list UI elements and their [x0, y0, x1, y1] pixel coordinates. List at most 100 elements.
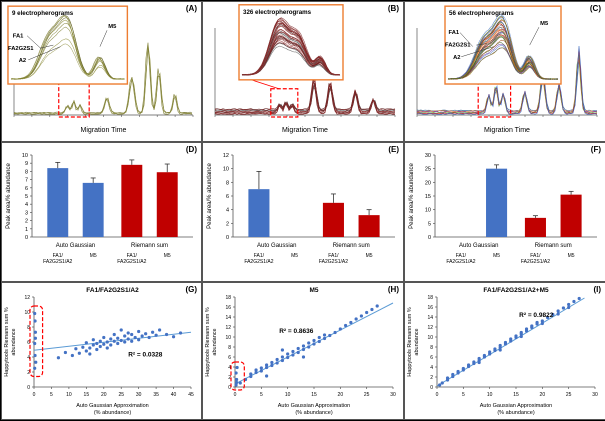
data-point — [280, 358, 284, 363]
y-axis-label: Peak area/% abundance — [409, 162, 415, 228]
inset-title: 9 electropherograms — [12, 10, 74, 17]
data-point — [91, 338, 95, 342]
data-point — [567, 302, 571, 307]
highlight-box — [230, 361, 245, 391]
data-point — [109, 343, 113, 347]
data-point — [296, 350, 300, 355]
data-point — [254, 368, 258, 372]
r2-label: R² = 0.9822 — [519, 312, 554, 319]
panel-label-c: (C) — [589, 4, 601, 13]
data-point — [147, 335, 151, 340]
panel-label-h: (H) — [387, 285, 399, 294]
y-tick-label: 4 — [430, 365, 433, 371]
y-tick-label: 0 — [430, 385, 433, 391]
data-point — [359, 314, 363, 318]
inset-trace — [241, 35, 341, 76]
x-tick-label: 10 — [487, 392, 493, 398]
group-label: Riemann sum — [131, 243, 168, 249]
y-tick-label: 6 — [25, 186, 28, 192]
data-point — [249, 372, 253, 376]
data-point — [275, 357, 279, 362]
data-point — [280, 348, 284, 352]
data-point — [317, 339, 321, 344]
data-point — [482, 353, 486, 358]
data-point — [354, 317, 358, 321]
data-point — [365, 310, 369, 315]
data-point — [577, 296, 581, 301]
x-tick-label: 20 — [101, 392, 107, 398]
inset-trace — [10, 26, 125, 80]
category-label: FA2G2S1/A2 — [43, 259, 72, 265]
highlight-box — [270, 88, 299, 118]
category-label: FA2G2S1/A2 — [446, 259, 475, 265]
highlight-box — [29, 305, 44, 378]
y-tick-label: 4 — [226, 208, 229, 214]
main-trace — [214, 79, 396, 115]
y-tick-label: 5 — [428, 221, 431, 227]
scatter-chart-h: M5 0 5 10 15 20 25 30 0 2 4 6 8 10 12 14 16 18 Auto Gaussi… — [205, 287, 396, 416]
y-tick-label: 12 — [24, 295, 30, 301]
y-axis-label: Peak area/% abundance — [207, 162, 213, 228]
y-tick-label: 0 — [228, 385, 231, 391]
y-tick-label: 2 — [25, 219, 28, 225]
data-point — [171, 335, 176, 339]
data-point — [286, 355, 290, 360]
peak-label-a2: A2 — [453, 55, 460, 61]
data-point — [291, 349, 295, 354]
data-point — [33, 336, 37, 340]
data-point — [95, 347, 99, 352]
chart-title: FA1/FA2G2S1/A2+M5 — [483, 287, 549, 294]
x-axis-label: (% abundance) — [295, 410, 332, 416]
x-tick-label: 0 — [436, 392, 439, 398]
data-point — [105, 340, 109, 344]
data-point — [519, 330, 523, 335]
x-axis-label: Auto Gaussian Approximation — [278, 403, 350, 409]
data-point — [503, 340, 508, 345]
y-tick-label: 25 — [425, 167, 431, 173]
y-tick-label: 18 — [427, 295, 433, 301]
data-point — [144, 332, 148, 336]
bar — [560, 194, 582, 237]
y-tick-label: 5 — [25, 194, 28, 200]
annotation-leader — [99, 30, 108, 47]
data-point — [301, 344, 306, 348]
group-label: Auto Gaussian — [56, 243, 95, 249]
data-point — [307, 341, 311, 345]
panel-g: FA1/FA2G2S1/A2 0 5 10 15 20 25 30 35 40 45 0 2 4 6 8 10 1… — [1, 282, 202, 420]
bar — [486, 168, 508, 237]
data-point — [493, 347, 497, 351]
inset-trace — [448, 19, 559, 80]
x-tick-label: 5 — [50, 392, 53, 398]
y-tick-label: 4 — [228, 365, 231, 371]
group-label: Riemann sum — [535, 243, 572, 249]
y-tick-label: 6 — [226, 194, 229, 200]
data-point — [259, 366, 263, 370]
data-point — [438, 383, 442, 387]
panel-label-b: (B) — [387, 4, 399, 13]
data-point — [296, 346, 300, 351]
bar — [248, 189, 270, 237]
data-point — [440, 381, 444, 385]
r2-label: R² = 0.0328 — [128, 351, 163, 358]
annotation-leader — [459, 32, 474, 47]
inset-trace — [241, 34, 341, 76]
data-point — [116, 341, 120, 346]
data-point — [488, 350, 492, 354]
inset-trace — [241, 23, 341, 76]
data-point — [234, 383, 238, 387]
x-tick-label: 20 — [540, 392, 546, 398]
chart-title: M5 — [309, 287, 318, 294]
panel-b: 326 electropherograms Migration Time (B) — [202, 1, 404, 142]
data-point — [249, 374, 253, 379]
data-point — [509, 337, 513, 341]
data-point — [259, 369, 263, 373]
y-tick-label: 6 — [27, 340, 30, 346]
y-tick-label: 10 — [225, 335, 231, 341]
bar — [47, 168, 69, 237]
data-point — [154, 333, 158, 337]
data-point — [102, 342, 106, 346]
panel-label-d: (D) — [185, 145, 197, 154]
data-point — [280, 355, 284, 359]
y-tick-label: 16 — [427, 305, 433, 311]
y-axis-label: abundance — [11, 328, 17, 355]
